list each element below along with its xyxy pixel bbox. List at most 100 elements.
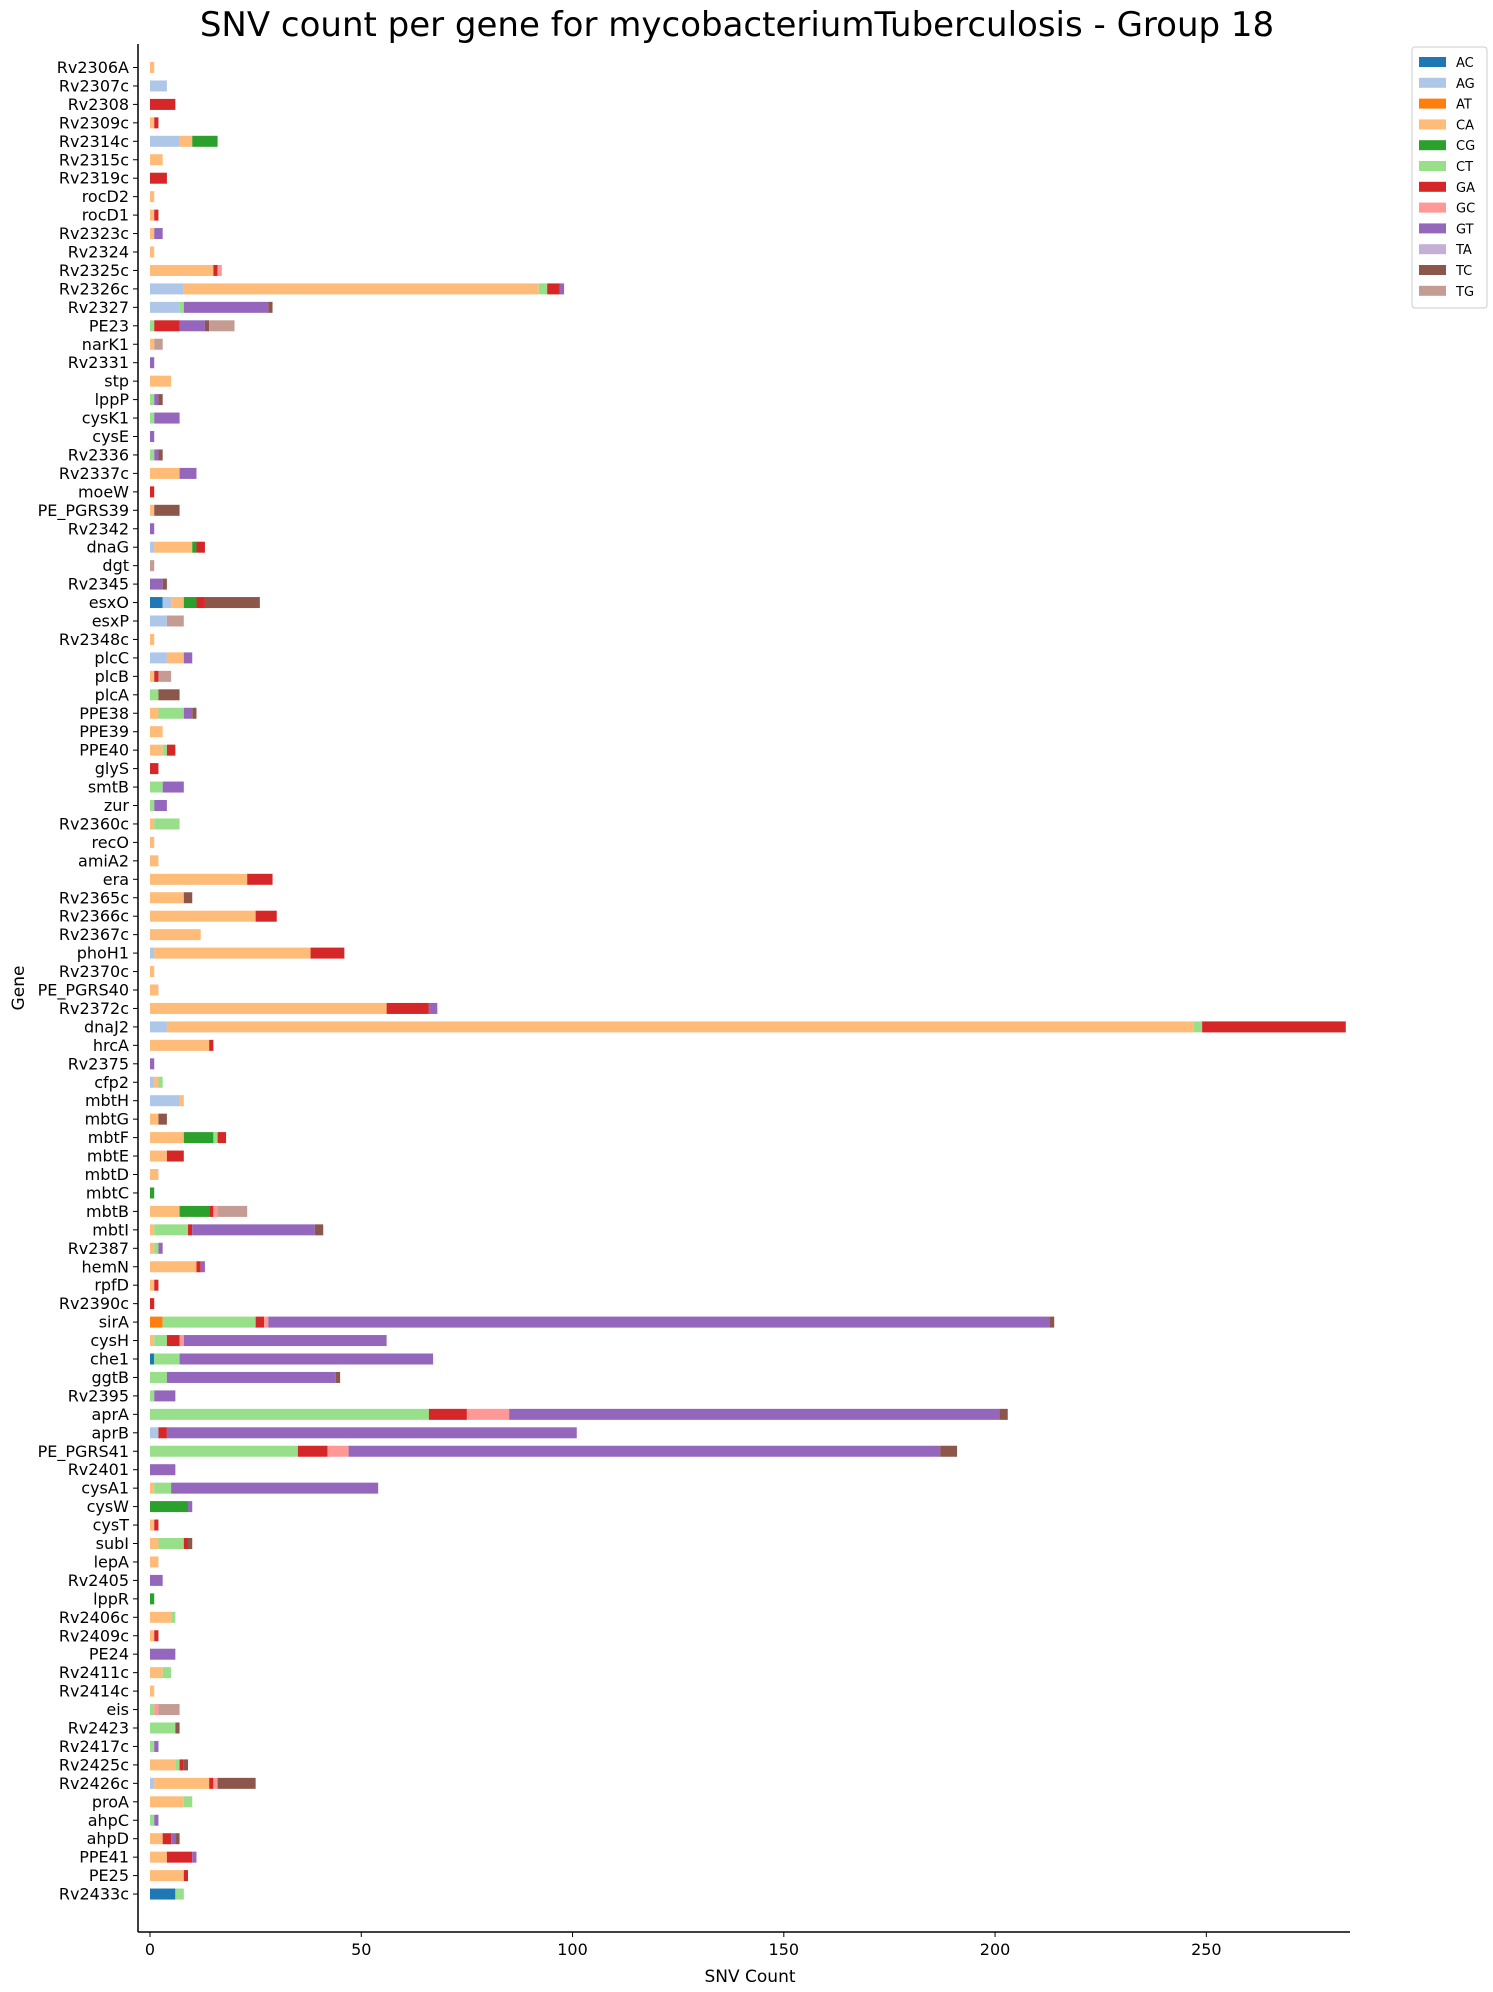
x-tick-label: 250	[1191, 1940, 1222, 1959]
y-tick-label: smtB	[88, 778, 129, 797]
bar-segment-TC-Rv2365c	[183, 892, 193, 904]
y-tick-label: ahpD	[87, 1829, 129, 1848]
legend-label-CT: CT	[1456, 160, 1473, 175]
bar-segment-GA-Rv2325c	[213, 264, 218, 276]
y-tick-label: cysW	[87, 1497, 130, 1516]
y-tick-label: mbtF	[88, 1128, 129, 1147]
bar-segment-CT-cysH	[154, 1335, 167, 1347]
legend-swatch-CT	[1419, 161, 1446, 171]
bar-segment-CA-PE_PGRS40	[150, 984, 159, 996]
bar-segment-GT-ahpC	[154, 1814, 159, 1826]
y-tick-label: Rv2366c	[59, 907, 129, 926]
bar-segment-CA-stp	[150, 375, 172, 387]
bar-segment-CA-recO	[150, 836, 155, 848]
legend-label-AC: AC	[1456, 56, 1474, 71]
legend-label-TC: TC	[1455, 264, 1472, 279]
bar-segment-GT-mbtI	[192, 1224, 315, 1236]
x-tick-label: 100	[557, 1940, 588, 1959]
bar-segment-CA-esxO	[171, 597, 184, 609]
y-tick-label: Rv2309c	[59, 113, 129, 132]
bar-segment-TC-esxO	[204, 597, 260, 609]
bar-segment-TC-mbtG	[158, 1113, 167, 1125]
bar-segment-GC-cysH	[179, 1335, 184, 1347]
y-tick-label: Rv2390c	[59, 1294, 129, 1313]
bar-segment-CA-subI	[150, 1538, 159, 1549]
bar-segment-GC-aprA	[466, 1408, 510, 1420]
bar-segment-GA-PE25	[183, 1870, 189, 1882]
y-tick-label: ggtB	[91, 1368, 129, 1387]
bar-segment-CA-Rv2365c	[150, 892, 184, 904]
y-tick-label: lepA	[94, 1552, 129, 1571]
bar-segment-CA-narK1	[150, 338, 155, 350]
bar-segment-GA-subI	[183, 1538, 189, 1549]
y-tick-label: Rv2323c	[59, 224, 129, 243]
bar-segment-AG-dnaJ2	[150, 1021, 167, 1033]
bar-segment-CT-smtB	[150, 781, 163, 793]
bar-segment-GT-Rv2395	[154, 1390, 176, 1402]
bar-segment-GT-Rv2323c	[154, 228, 163, 240]
y-tick-label: PPE40	[79, 741, 129, 760]
bar-segment-GA-era	[247, 873, 273, 885]
bar-segment-CT-mbtF	[213, 1132, 218, 1144]
bar-segment-CT-Rv2387	[154, 1242, 159, 1254]
bar-segment-CG-mbtB	[179, 1205, 210, 1217]
y-tick-label: Rv2425c	[59, 1755, 129, 1774]
bar-segment-GA-hemN	[196, 1261, 201, 1273]
bar-segment-GA-aprB	[158, 1427, 167, 1439]
y-tick-label: mbtE	[87, 1147, 129, 1166]
y-tick-label: recO	[92, 833, 129, 852]
y-tick-label: che1	[90, 1350, 129, 1369]
bar-segment-CT-PE23	[150, 320, 155, 332]
bar-segment-CA-Rv2366c	[150, 910, 256, 922]
bar-segment-CA-mbtD	[150, 1169, 159, 1180]
bar-segment-GT-PPE41	[192, 1851, 197, 1863]
bar-segment-TG-mbtB	[217, 1205, 248, 1217]
bar-segment-GA-sirA	[255, 1316, 265, 1328]
bar-segment-CT-ahpC	[150, 1814, 155, 1826]
bar-segment-GT-PE23	[179, 320, 205, 332]
bar-segment-CT-subI	[158, 1538, 184, 1549]
bar-segment-GT-Rv2337c	[179, 467, 197, 479]
bar-segment-CA-Rv2372c	[150, 1002, 387, 1014]
bar-segment-CA-Rv2326c	[183, 283, 539, 295]
bar-segment-CA-Rv2387	[150, 1242, 155, 1254]
bar-segment-CA-Rv2414c	[150, 1685, 155, 1697]
bar-segment-CT-aprA	[150, 1408, 429, 1420]
legend-frame	[1411, 46, 1488, 309]
legend-label-GA: GA	[1456, 181, 1475, 196]
x-tick-label: 50	[351, 1940, 371, 1959]
legend-swatch-GA	[1419, 181, 1446, 192]
y-tick-label: mbtD	[85, 1165, 129, 1184]
bar-segment-CA-ahpD	[150, 1833, 163, 1845]
y-tick-label: dnaG	[87, 538, 130, 557]
bar-segment-CA-PE25	[150, 1870, 184, 1882]
y-tick-label: subI	[96, 1534, 129, 1553]
y-tick-label: mbtI	[92, 1220, 129, 1239]
bar-segment-GC-eis	[154, 1704, 159, 1716]
y-tick-label: ahpC	[88, 1811, 129, 1830]
bar-segment-AG-phoH1	[150, 947, 155, 959]
bar-segment-GA-Rv2308	[150, 98, 176, 110]
bar-segment-GC-PE_PGRS41	[327, 1445, 349, 1457]
bar-segment-CT-che1	[154, 1353, 180, 1365]
y-tick-label: Rv2401	[68, 1460, 129, 1479]
bar-segment-GT-Rv2387	[158, 1242, 163, 1254]
y-tick-label: PE24	[89, 1645, 129, 1664]
bar-segment-GA-aprA	[428, 1408, 467, 1420]
bar-segment-GA-rpfD	[154, 1279, 159, 1291]
bar-segment-GT-Rv2345	[150, 578, 163, 590]
y-tick-label: sirA	[99, 1313, 129, 1332]
bar-segment-GT-Rv2326c	[559, 283, 565, 295]
bar-segment-GA-PE_PGRS41	[297, 1445, 328, 1457]
y-tick-label: Rv2306A	[57, 58, 129, 77]
bar-segment-CA-PPE39	[150, 726, 163, 738]
bar-segment-TC-ahpD	[175, 1833, 180, 1845]
bar-segment-CA-Rv2306A	[150, 62, 155, 73]
y-tick-label: Rv2327	[68, 298, 129, 317]
y-tick-label: Rv2423	[68, 1719, 129, 1738]
bar-segment-CT-PPE40	[162, 744, 167, 756]
bar-segment-TC-subI	[188, 1538, 193, 1549]
y-tick-label: plcB	[95, 667, 129, 686]
bar-segment-CA-dnaJ2	[166, 1021, 1194, 1033]
